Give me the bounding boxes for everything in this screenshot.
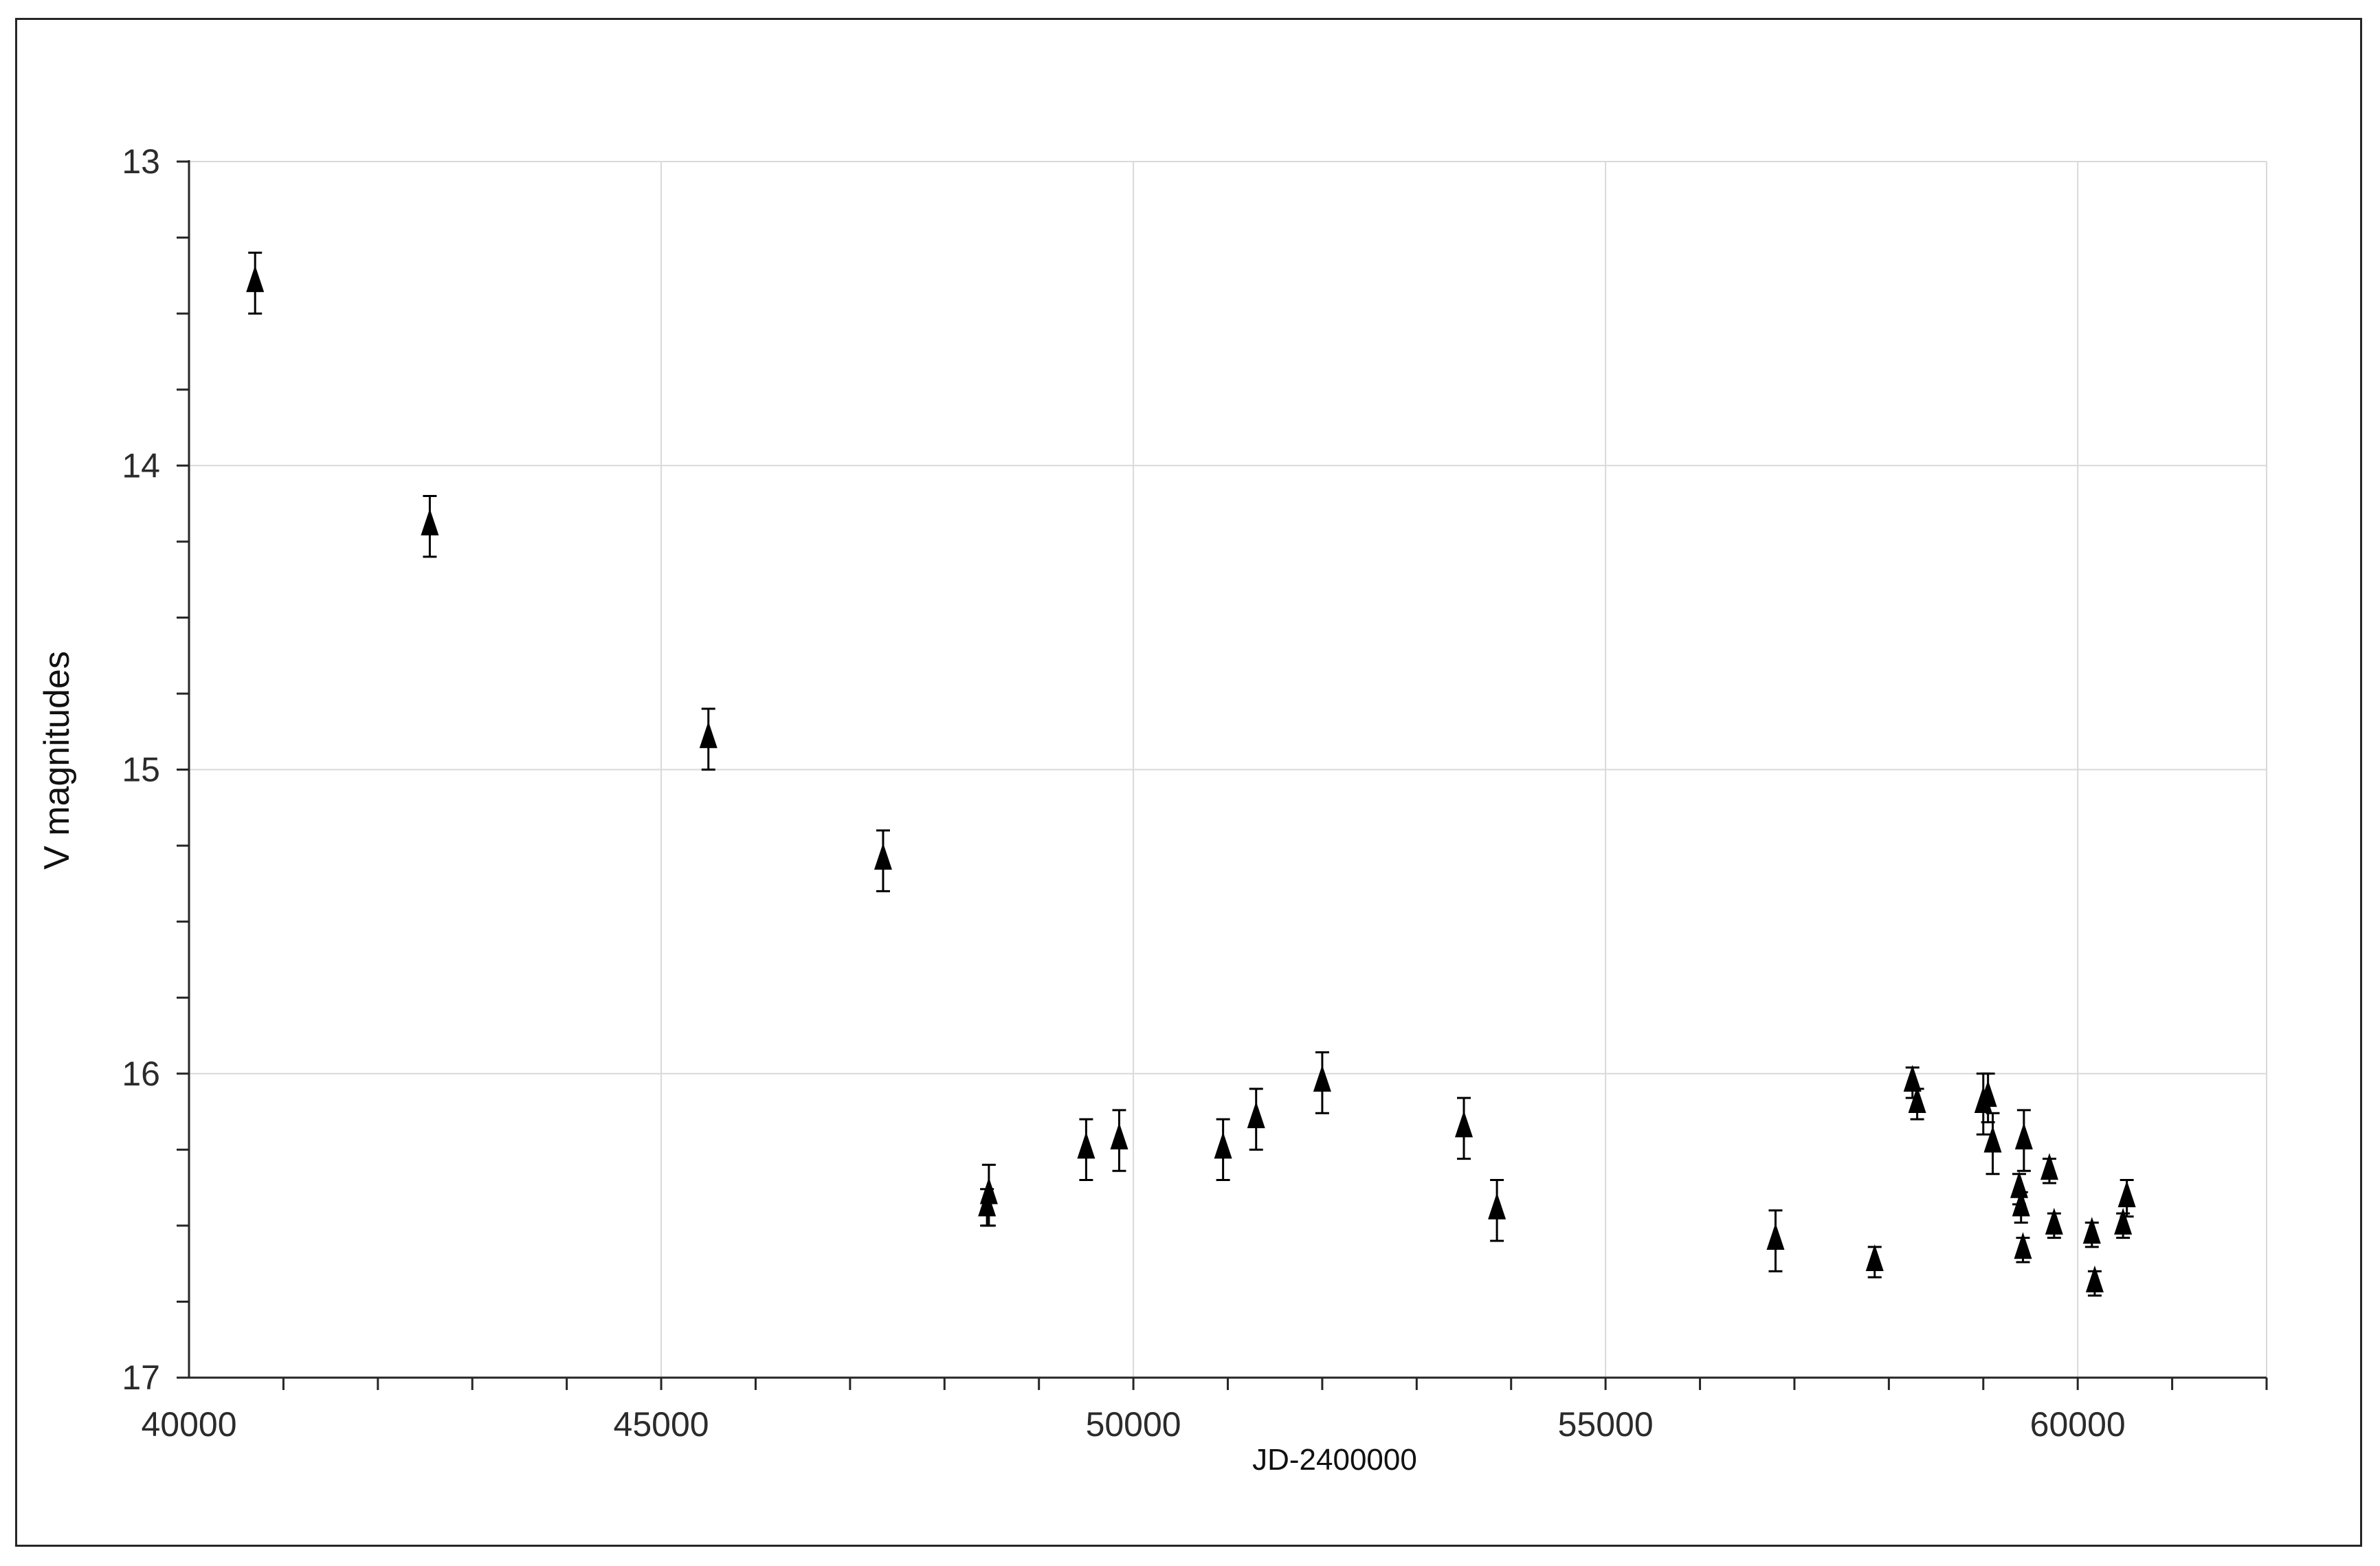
x-axis-ticks: 40000 45000 50000 55000 60000 [141, 1378, 2268, 1444]
triangle-marker [2045, 1207, 2063, 1235]
x-tick-label: 60000 [2030, 1405, 2126, 1444]
triangle-marker [1247, 1101, 1265, 1129]
x-tick-label: 50000 [1086, 1405, 1181, 1444]
data-points [246, 252, 2136, 1297]
triangle-marker [2012, 1189, 2030, 1217]
data-point [246, 252, 265, 315]
y-axis-ticks: 13 14 15 16 17 [122, 142, 189, 1397]
triangle-marker [1865, 1244, 1884, 1271]
triangle-marker [2014, 1232, 2032, 1259]
triangle-marker [874, 843, 892, 870]
triangle-marker [2114, 1207, 2133, 1235]
chart-svg: 40000 45000 50000 55000 60000 13 14 15 16 17 JD-… [37, 142, 2268, 1477]
triangle-marker [1903, 1065, 1922, 1092]
data-point [874, 829, 892, 892]
data-point [1313, 1051, 1331, 1114]
data-point [1983, 1112, 2002, 1176]
data-point [2085, 1265, 2104, 1297]
triangle-marker [1455, 1110, 1473, 1138]
triangle-marker [1908, 1085, 1926, 1113]
data-point [1110, 1109, 1128, 1172]
data-point [2045, 1207, 2063, 1239]
data-point [1766, 1209, 1785, 1272]
data-point [699, 707, 718, 771]
triangle-marker [1214, 1132, 1232, 1159]
y-tick-label: 13 [122, 142, 160, 181]
data-point [2114, 1207, 2133, 1239]
x-tick-label: 40000 [141, 1405, 236, 1444]
data-point [979, 1163, 998, 1227]
x-axis-title: JD-2400000 [1252, 1443, 1417, 1477]
data-point [1865, 1244, 1884, 1279]
triangle-marker [1110, 1123, 1128, 1150]
x-tick-label: 55000 [1558, 1405, 1654, 1444]
triangle-marker [421, 508, 439, 536]
triangle-marker [2082, 1217, 2101, 1244]
chart-frame: 40000 45000 50000 55000 60000 13 14 15 16 17 JD-… [15, 18, 2362, 1547]
triangle-marker [1313, 1065, 1331, 1092]
y-tick-label: 15 [122, 751, 160, 789]
y-tick-label: 16 [122, 1055, 160, 1093]
triangle-marker [1983, 1125, 2002, 1153]
data-point [1908, 1085, 1926, 1121]
triangle-marker [1488, 1192, 1506, 1220]
triangle-marker [2014, 1123, 2033, 1150]
triangle-marker [699, 721, 718, 749]
data-point [1214, 1118, 1232, 1182]
data-point [2014, 1109, 2033, 1172]
triangle-marker [246, 265, 265, 292]
data-point [1455, 1096, 1473, 1160]
triangle-marker [979, 1177, 998, 1204]
grid-lines [189, 161, 2267, 1378]
triangle-marker [1979, 1080, 1997, 1107]
data-point [2012, 1189, 2030, 1224]
data-point [2082, 1217, 2101, 1248]
x-tick-label: 45000 [614, 1405, 709, 1444]
y-tick-label: 14 [122, 446, 160, 485]
data-point [2040, 1153, 2058, 1184]
data-point [2117, 1179, 2136, 1218]
data-point [1077, 1118, 1096, 1182]
triangle-marker [2117, 1180, 2136, 1208]
y-axis-title: V magnitudes [37, 651, 77, 870]
triangle-marker [2085, 1265, 2104, 1292]
triangle-marker [2040, 1153, 2058, 1180]
y-tick-label: 17 [122, 1358, 160, 1397]
data-point [2014, 1232, 2032, 1264]
data-point [1903, 1065, 1922, 1099]
triangle-marker [1766, 1222, 1785, 1250]
data-point [421, 494, 439, 558]
data-point [1247, 1088, 1265, 1151]
data-point [1488, 1179, 1506, 1242]
triangle-marker [1077, 1132, 1096, 1159]
triangle-marker [2010, 1171, 2028, 1198]
